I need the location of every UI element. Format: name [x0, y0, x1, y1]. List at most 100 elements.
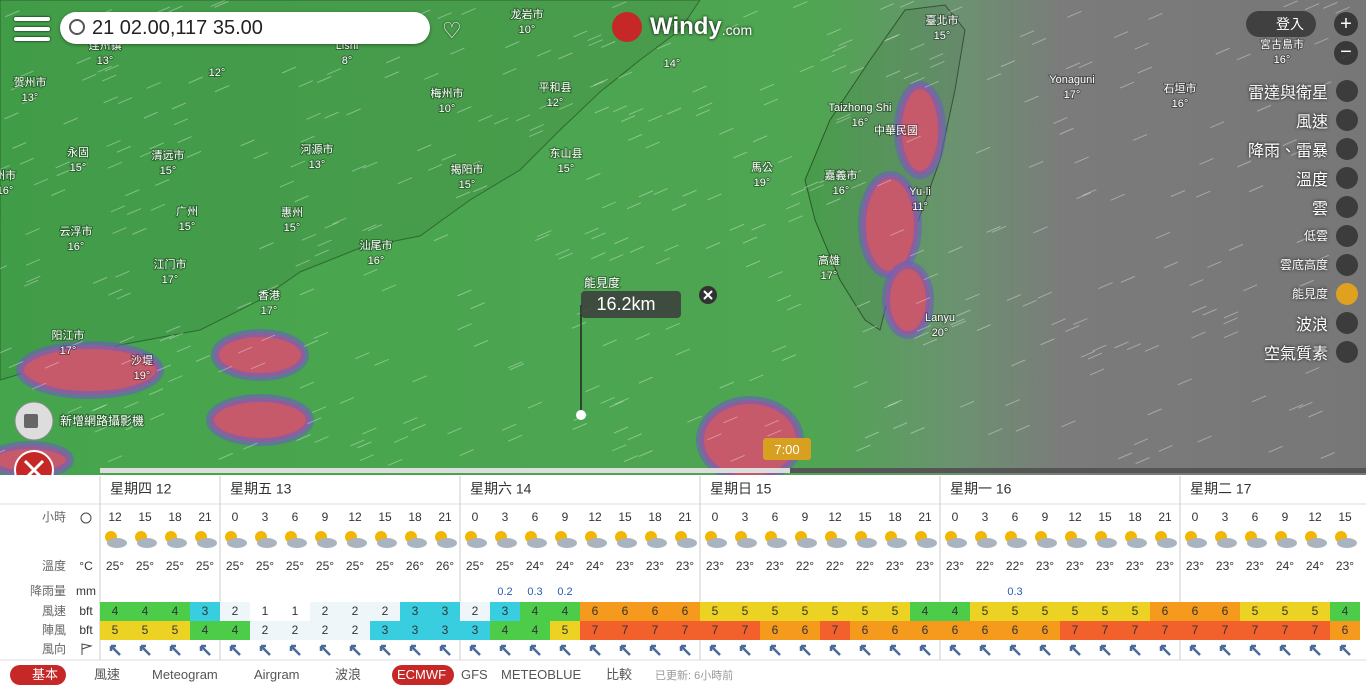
rain-streak: [1323, 1, 1338, 9]
wind-cell: [670, 602, 700, 621]
rain-streak: [1092, 344, 1107, 352]
wind-cell: [1030, 602, 1060, 621]
rain-streak: [132, 227, 147, 235]
city-temp: 13°: [309, 159, 326, 171]
webcam-label: 新增網路攝影機: [60, 413, 144, 428]
zoom-in[interactable]: +: [1334, 12, 1358, 36]
layer-item[interactable]: 波浪: [1098, 308, 1358, 337]
rain-streak: [447, 427, 462, 435]
weather-cloud: [1037, 538, 1057, 548]
city-temp: 16°: [368, 255, 385, 267]
rain-streak: [186, 150, 202, 158]
gust-cell: [190, 621, 220, 640]
city-name: 河源市: [301, 142, 334, 156]
layer-icon: [1336, 224, 1358, 247]
row-label: 風向: [42, 641, 66, 656]
rain-streak: [767, 429, 782, 437]
gust: 3: [382, 623, 389, 637]
timeline-marker[interactable]: [763, 438, 811, 460]
model-selected[interactable]: [392, 665, 454, 685]
footer-tab[interactable]: 基本: [32, 667, 58, 682]
rain-streak: [1033, 226, 1048, 234]
weather-cloud: [1217, 538, 1237, 548]
forecast-panel: [0, 475, 1366, 698]
rain-streak: [587, 34, 602, 42]
rain-streak: [536, 49, 552, 57]
layer-icon: [1336, 108, 1358, 131]
layer-item[interactable]: 雷達與衛星: [1098, 76, 1358, 105]
rain-streak: [903, 128, 918, 136]
rain-streak: [1283, 347, 1299, 355]
gust-cell: [760, 621, 790, 640]
layer-item[interactable]: 雲: [1098, 192, 1358, 221]
footer-model[interactable]: GFS: [461, 667, 488, 682]
wind: 4: [112, 604, 119, 618]
rain-streak: [50, 189, 66, 197]
layer-item[interactable]: 空氣質素: [1098, 337, 1358, 366]
footer-model[interactable]: ECMWF: [397, 667, 446, 682]
rain-streak: [890, 229, 905, 236]
wind: 3: [412, 604, 419, 618]
login-button[interactable]: 登入: [1246, 11, 1316, 37]
rain-streak: [76, 57, 91, 64]
footer-tab[interactable]: 風速: [94, 667, 120, 682]
gust: 7: [1252, 623, 1259, 637]
wind-direction: [1249, 644, 1261, 656]
zoom-out[interactable]: −: [1334, 41, 1358, 65]
layer-item[interactable]: 雲底高度: [1098, 250, 1358, 279]
rain-streak: [730, 454, 745, 462]
gust: 5: [172, 623, 179, 637]
footer-tab[interactable]: Airgram: [254, 667, 300, 682]
wind-direction: [139, 644, 151, 656]
hamburger-menu[interactable]: [14, 14, 50, 42]
layer-item[interactable]: 降雨、雷暴: [1098, 134, 1358, 163]
rain-streak: [23, 279, 39, 287]
layer-item[interactable]: 溫度: [1098, 163, 1358, 192]
footer-tab[interactable]: 波浪: [335, 667, 361, 682]
city-name: 云浮市: [60, 224, 93, 238]
rain-streak: [752, 135, 768, 143]
footer-tab[interactable]: Meteogram: [152, 667, 218, 682]
city-name: 揭阳市: [451, 162, 484, 176]
rain-streak: [527, 401, 542, 409]
rain-streak: [466, 160, 481, 168]
layer-item[interactable]: 風速: [1098, 105, 1358, 134]
tab-selected[interactable]: [10, 665, 66, 685]
gust-cell: [1180, 621, 1210, 640]
rain-streak: [591, 232, 606, 240]
wind: 5: [1042, 604, 1049, 618]
search-box[interactable]: 21 02.00,117 35.00: [60, 12, 430, 44]
footer-model[interactable]: 比較: [606, 667, 632, 682]
wind: 1: [262, 604, 269, 618]
rain-streak: [910, 427, 925, 434]
layer-item[interactable]: 能見度: [1098, 279, 1358, 308]
wind: 4: [172, 604, 179, 618]
rain-streak: [594, 106, 609, 114]
favorite-icon[interactable]: ♡: [442, 18, 462, 43]
rain-streak: [923, 273, 939, 281]
layer-item[interactable]: 低雲: [1098, 221, 1358, 250]
city-temp: 12°: [547, 97, 564, 109]
rain-streak: [660, 23, 676, 31]
rain-streak: [148, 388, 164, 396]
gust-cell: [910, 621, 940, 640]
weather-cloud: [497, 538, 517, 548]
wind-direction: [1069, 644, 1081, 656]
footer-model[interactable]: METEOBLUE: [501, 667, 582, 682]
wind-cell: [640, 602, 670, 621]
rain-streak: [930, 60, 945, 68]
city-temp: 15°: [558, 163, 575, 175]
hour: 6: [772, 510, 779, 524]
weather-cloud: [347, 538, 367, 548]
wind-cell: [550, 602, 580, 621]
rain-streak: [1020, 30, 1035, 38]
rain-streak: [412, 375, 427, 383]
rain-streak: [238, 346, 253, 354]
weather-cloud: [1247, 538, 1267, 548]
row-unit: °C: [79, 559, 93, 573]
rain-streak: [171, 102, 186, 110]
gust-cell: [1240, 621, 1270, 640]
china-coast: [0, 0, 701, 381]
rain-streak: [1290, 149, 1305, 156]
gust: 2: [262, 623, 269, 637]
